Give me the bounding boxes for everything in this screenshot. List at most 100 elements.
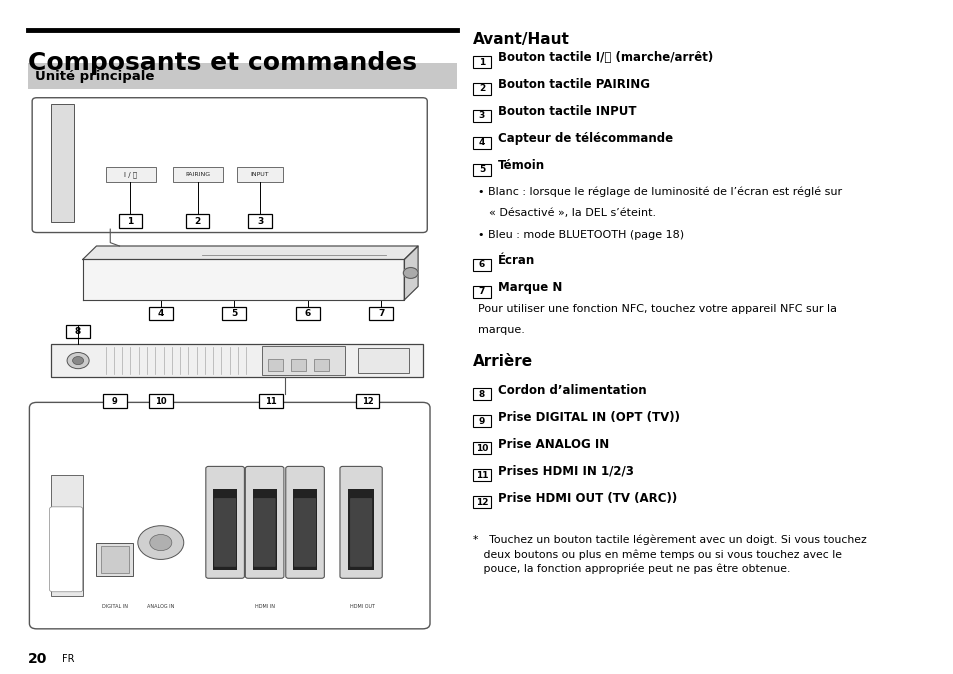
Text: PAIRING: PAIRING [185,172,210,177]
Text: Bouton tactile I/⏻ (marche/arrêt): Bouton tactile I/⏻ (marche/arrêt) [497,51,713,65]
Text: 5: 5 [478,165,484,175]
Text: Marque N: Marque N [497,281,562,295]
Bar [473,56,490,68]
Text: 1: 1 [478,57,484,67]
Bar [348,489,374,570]
FancyBboxPatch shape [30,402,430,629]
Bar [293,489,316,570]
Text: Bouton tactile PAIRING: Bouton tactile PAIRING [497,78,649,92]
Text: • Blanc : lorsque le réglage de luminosité de l’écran est réglé sur: • Blanc : lorsque le réglage de luminosi… [477,186,841,197]
Text: FR: FR [62,654,75,664]
Text: HDMI OUT: HDMI OUT [350,604,375,609]
Bar [473,83,490,95]
Text: 10: 10 [476,443,488,453]
Text: 8: 8 [478,390,484,399]
Text: 9: 9 [112,396,117,406]
Text: 10: 10 [154,396,167,406]
Bar [259,394,283,408]
Text: marque.: marque. [477,325,524,334]
FancyBboxPatch shape [253,498,275,567]
Text: • Bleu : mode BLUETOOTH (page 18): • Bleu : mode BLUETOOTH (page 18) [477,231,683,240]
Bar [369,307,393,320]
Text: 7: 7 [478,287,485,297]
Text: 6: 6 [478,260,484,270]
Bar [314,359,329,371]
Bar [28,63,456,89]
Circle shape [150,534,172,551]
Bar [473,164,490,176]
Bar [101,546,129,573]
Text: 11: 11 [265,396,276,406]
Text: HDMI IN: HDMI IN [254,604,274,609]
Text: I / ⏻: I / ⏻ [124,171,137,178]
Bar [355,394,379,408]
Bar [172,167,223,182]
Text: 20: 20 [28,652,47,666]
FancyBboxPatch shape [286,466,324,578]
Bar [291,359,306,371]
Text: 9: 9 [478,417,485,426]
Circle shape [137,526,184,559]
Polygon shape [83,246,417,259]
Bar [51,475,83,596]
Bar [51,104,73,222]
Text: ANALOG IN: ANALOG IN [147,604,174,609]
Text: Prise ANALOG IN: Prise ANALOG IN [497,437,609,451]
Text: Composants et commandes: Composants et commandes [28,51,416,75]
Text: Capteur de télécommande: Capteur de télécommande [497,132,673,146]
Bar [149,394,172,408]
Text: DIGITAL IN: DIGITAL IN [102,604,128,609]
Bar [473,137,490,149]
Text: Témoin: Témoin [497,159,544,173]
Text: Pour utiliser une fonction NFC, touchez votre appareil NFC sur la: Pour utiliser une fonction NFC, touchez … [477,305,836,314]
Text: Arrière: Arrière [473,354,533,369]
Bar [106,167,156,182]
Text: 12: 12 [361,396,373,406]
Text: 3: 3 [478,111,484,121]
FancyBboxPatch shape [213,498,236,567]
FancyBboxPatch shape [339,466,382,578]
Text: 2: 2 [194,216,200,226]
Bar [222,307,246,320]
FancyBboxPatch shape [206,466,244,578]
Bar [118,214,142,228]
Text: 5: 5 [231,309,237,318]
Text: 3: 3 [256,216,263,226]
Bar [51,344,422,377]
Bar [248,214,272,228]
Text: Avant/Haut: Avant/Haut [473,32,570,47]
FancyBboxPatch shape [350,498,372,567]
Circle shape [72,357,84,365]
Text: 12: 12 [476,497,488,507]
Bar [473,110,490,122]
Bar [358,348,409,373]
Text: * Touchez un bouton tactile légèrement avec un doigt. Si vous touchez
   deux bo: * Touchez un bouton tactile légèrement a… [473,534,866,574]
Text: Bouton tactile INPUT: Bouton tactile INPUT [497,105,636,119]
Text: Écran: Écran [497,254,535,268]
Bar [236,167,283,182]
Text: INPUT: INPUT [251,172,269,177]
Bar [268,359,283,371]
Text: Unité principale: Unité principale [35,69,154,83]
Polygon shape [404,246,417,300]
Text: Prise HDMI OUT (TV (ARC)): Prise HDMI OUT (TV (ARC)) [497,491,677,505]
Bar [473,469,490,481]
Text: Cordon d’alimentation: Cordon d’alimentation [497,384,646,397]
Bar [473,442,490,454]
Text: 1: 1 [127,216,133,226]
Bar [96,543,133,576]
FancyBboxPatch shape [32,98,427,233]
Bar [149,307,172,320]
Text: 4: 4 [157,309,164,318]
Text: 7: 7 [377,309,384,318]
Bar [103,394,127,408]
Bar [261,346,344,375]
Text: 8: 8 [75,327,81,336]
Bar [186,214,210,228]
Text: « Désactivé », la DEL s’éteint.: « Désactivé », la DEL s’éteint. [488,208,656,218]
Bar [473,259,490,271]
FancyBboxPatch shape [245,466,284,578]
Text: 11: 11 [476,470,488,480]
Circle shape [67,353,89,369]
Bar [213,489,236,570]
